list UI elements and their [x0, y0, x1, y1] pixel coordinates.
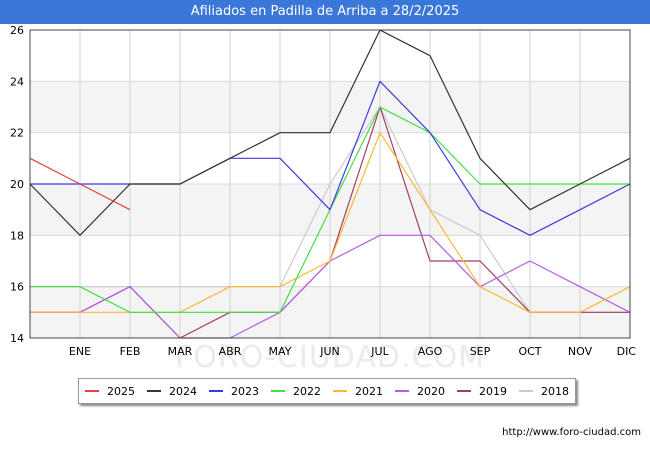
legend-swatch — [519, 390, 533, 392]
legend-swatch — [147, 390, 161, 392]
x-tick-label: OCT — [518, 345, 541, 358]
x-tick-label: JUL — [370, 345, 389, 358]
legend-swatch — [271, 390, 285, 392]
footer-url: http://www.foro-ciudad.com — [502, 427, 641, 438]
legend-label: 2022 — [293, 384, 321, 398]
legend-label: 2020 — [417, 384, 445, 398]
title-bar: Afiliados en Padilla de Arriba a 28/2/20… — [0, 0, 650, 24]
legend-label: 2023 — [231, 384, 259, 398]
x-tick-label: NOV — [568, 345, 593, 358]
legend-label: 2018 — [541, 384, 569, 398]
y-tick-label: 14 — [10, 332, 24, 345]
legend-item-2024: 2024 — [147, 385, 197, 398]
y-tick-label: 20 — [10, 178, 24, 191]
plot-frame — [29, 29, 631, 339]
legend-swatch — [457, 390, 471, 392]
y-tick-label: 18 — [10, 229, 24, 242]
legend-item-2022: 2022 — [271, 385, 321, 398]
x-tick-label: ENE — [69, 345, 91, 358]
y-tick-label: 26 — [10, 24, 24, 37]
legend-item-2023: 2023 — [209, 385, 259, 398]
y-tick-label: 24 — [10, 75, 24, 88]
legend-item-2025: 2025 — [85, 385, 135, 398]
y-tick-label: 22 — [10, 127, 24, 140]
legend-swatch — [395, 390, 409, 392]
x-tick-label: MAY — [269, 345, 292, 358]
legend-item-2021: 2021 — [333, 385, 383, 398]
watermark: FORO-CIUDAD.COM — [175, 340, 485, 375]
legend-label: 2025 — [107, 384, 135, 398]
series-line-2024 — [29, 29, 631, 236]
legend-label: 2021 — [355, 384, 383, 398]
legend-swatch — [85, 390, 99, 392]
legend-swatch — [209, 390, 223, 392]
legend-label: 2024 — [169, 384, 197, 398]
series-line-2025 — [29, 157, 131, 211]
legend-item-2019: 2019 — [457, 385, 507, 398]
legend-swatch — [333, 390, 347, 392]
x-tick-label: FEB — [120, 345, 141, 358]
x-tick-label: DIC — [617, 345, 637, 358]
legend-label: 2019 — [479, 384, 507, 398]
legend-item-2020: 2020 — [395, 385, 445, 398]
chart-title: Afiliados en Padilla de Arriba a 28/2/20… — [190, 4, 460, 19]
x-tick-label: ABR — [219, 345, 242, 358]
y-tick-label: 16 — [10, 281, 24, 294]
x-tick-label: JUN — [319, 345, 340, 358]
x-tick-label: MAR — [168, 345, 193, 358]
x-tick-label: SEP — [470, 345, 491, 358]
legend: 2025 2024 2023 2022 2021 2020 2019 2018 — [78, 378, 576, 404]
legend-item-2018: 2018 — [519, 385, 569, 398]
x-tick-label: AGO — [418, 345, 443, 358]
